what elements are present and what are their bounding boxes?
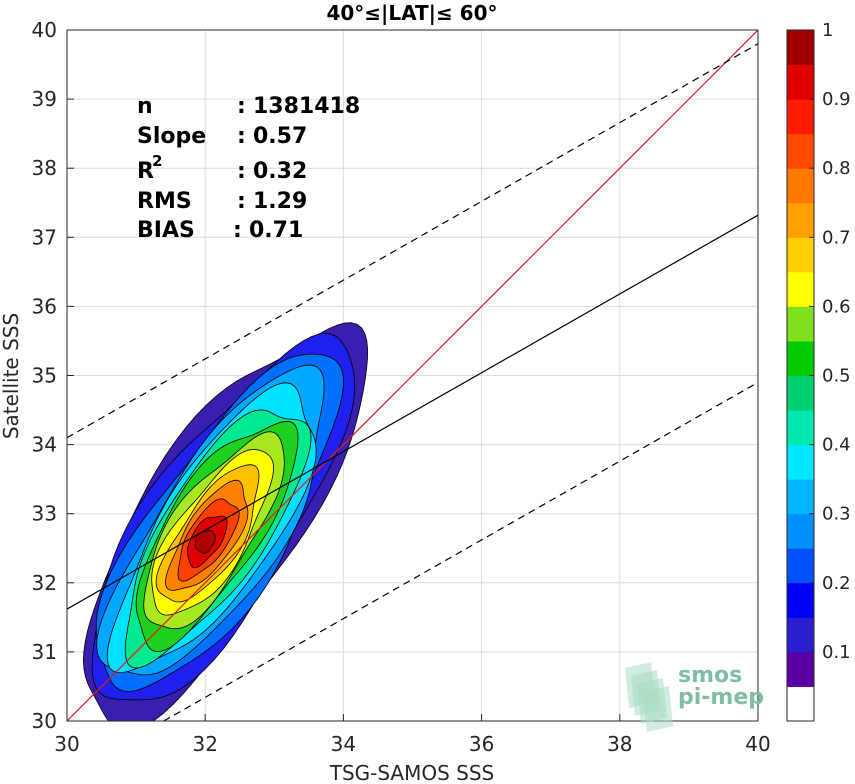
- colorbar-segment: [787, 340, 814, 376]
- colorbar-segment: [787, 479, 814, 515]
- upper-bound-line: [67, 43, 758, 439]
- stat-separator: :: [237, 189, 246, 214]
- chart-title: 40°≤|LAT|≤ 60°: [326, 1, 497, 25]
- y-tick-label: 40: [32, 18, 57, 42]
- colorbar: 0.1 0.2 0.3 0.4 0.5 0.6 0.7 0.8 0.9 1: [786, 20, 851, 722]
- stat-label: R: [137, 159, 154, 184]
- colorbar-tick-label: 0.6: [822, 296, 851, 317]
- x-tick-label: 36: [469, 732, 494, 756]
- colorbar-segment: [787, 548, 814, 584]
- stat-separator: :: [237, 159, 246, 184]
- stat-label: BIAS: [137, 218, 195, 243]
- colorbar-segment: [787, 133, 814, 169]
- logo-wave-mark: [643, 686, 673, 732]
- stat-superscript: 2: [152, 152, 162, 170]
- logo-text-line1: smos: [678, 663, 742, 688]
- identity-line: [67, 30, 758, 721]
- colorbar-segment: [787, 582, 814, 618]
- fit-line: [67, 214, 758, 610]
- colorbar-segment: [787, 410, 814, 446]
- colorbar-tick-label: 0.8: [822, 158, 851, 179]
- x-tick-label: 38: [607, 732, 632, 756]
- colorbar-segment: [787, 617, 814, 653]
- colorbar-segment: [787, 375, 814, 411]
- colorbar-segment: [787, 444, 814, 480]
- axis-ticks: 30 32 34 36 38 40 30 31 32 33 34 35 36 37 38 39 40: [32, 18, 771, 756]
- colorbar-segment: [787, 30, 814, 66]
- colorbar-tick-label: 0.2: [822, 573, 851, 594]
- y-tick-label: 35: [32, 364, 57, 388]
- density-contours: [82, 322, 369, 721]
- colorbar-segment: [787, 168, 814, 204]
- stat-separator: :: [237, 94, 246, 119]
- colorbar-segment: [787, 306, 814, 342]
- colorbar-tick-label: 0.4: [822, 435, 851, 456]
- stat-label: n: [137, 94, 153, 119]
- stat-label: Slope: [137, 124, 206, 149]
- logo-text-line2: pi-mep: [678, 685, 764, 710]
- colorbar-tick-label: 1: [822, 20, 833, 41]
- y-tick-label: 30: [32, 709, 57, 733]
- colorbar-segment: [787, 686, 814, 722]
- colorbar-tick-label: 0.7: [822, 227, 851, 248]
- stat-value: 0.32: [253, 159, 307, 184]
- x-tick-label: 30: [54, 732, 79, 756]
- stat-value: 1381418: [253, 94, 360, 119]
- y-tick-label: 38: [32, 156, 57, 180]
- colorbar-segment: [787, 202, 814, 238]
- x-axis-label: TSG-SAMOS SSS: [329, 761, 495, 784]
- colorbar-tick-label: 0.5: [822, 366, 851, 387]
- stat-value: 0.57: [253, 124, 307, 149]
- y-tick-label: 37: [32, 225, 57, 249]
- colorbar-tick-label: 0.9: [822, 89, 851, 110]
- x-tick-label: 32: [192, 732, 217, 756]
- stat-value: 0.71: [249, 218, 303, 243]
- stat-label: RMS: [137, 189, 192, 214]
- stat-separator: :: [237, 124, 246, 149]
- y-tick-label: 34: [32, 433, 57, 457]
- y-axis-label: Satellite SSS: [0, 313, 23, 439]
- stat-separator: :: [233, 218, 242, 243]
- x-tick-label: 40: [745, 732, 770, 756]
- y-tick-label: 32: [32, 571, 57, 595]
- y-tick-label: 39: [32, 87, 57, 111]
- y-tick-label: 31: [32, 640, 57, 664]
- colorbar-segment: [787, 271, 814, 307]
- y-tick-label: 36: [32, 294, 57, 318]
- x-tick-label: 34: [331, 732, 356, 756]
- colorbar-segment: [787, 237, 814, 273]
- stat-value: 1.29: [253, 189, 307, 214]
- colorbar-segment: [787, 99, 814, 135]
- reference-lines: [67, 30, 758, 721]
- lower-bound-line: [163, 381, 758, 721]
- stats-box: n:1381418Slope:0.57R2:0.32RMS:1.29BIAS:0…: [137, 94, 360, 243]
- colorbar-segment: [787, 64, 814, 100]
- colorbar-tick-label: 0.1: [822, 642, 851, 663]
- colorbar-segment: [787, 513, 814, 549]
- y-tick-label: 33: [32, 502, 57, 526]
- colorbar-segment: [787, 651, 814, 687]
- colorbar-tick-label: 0.3: [822, 504, 851, 525]
